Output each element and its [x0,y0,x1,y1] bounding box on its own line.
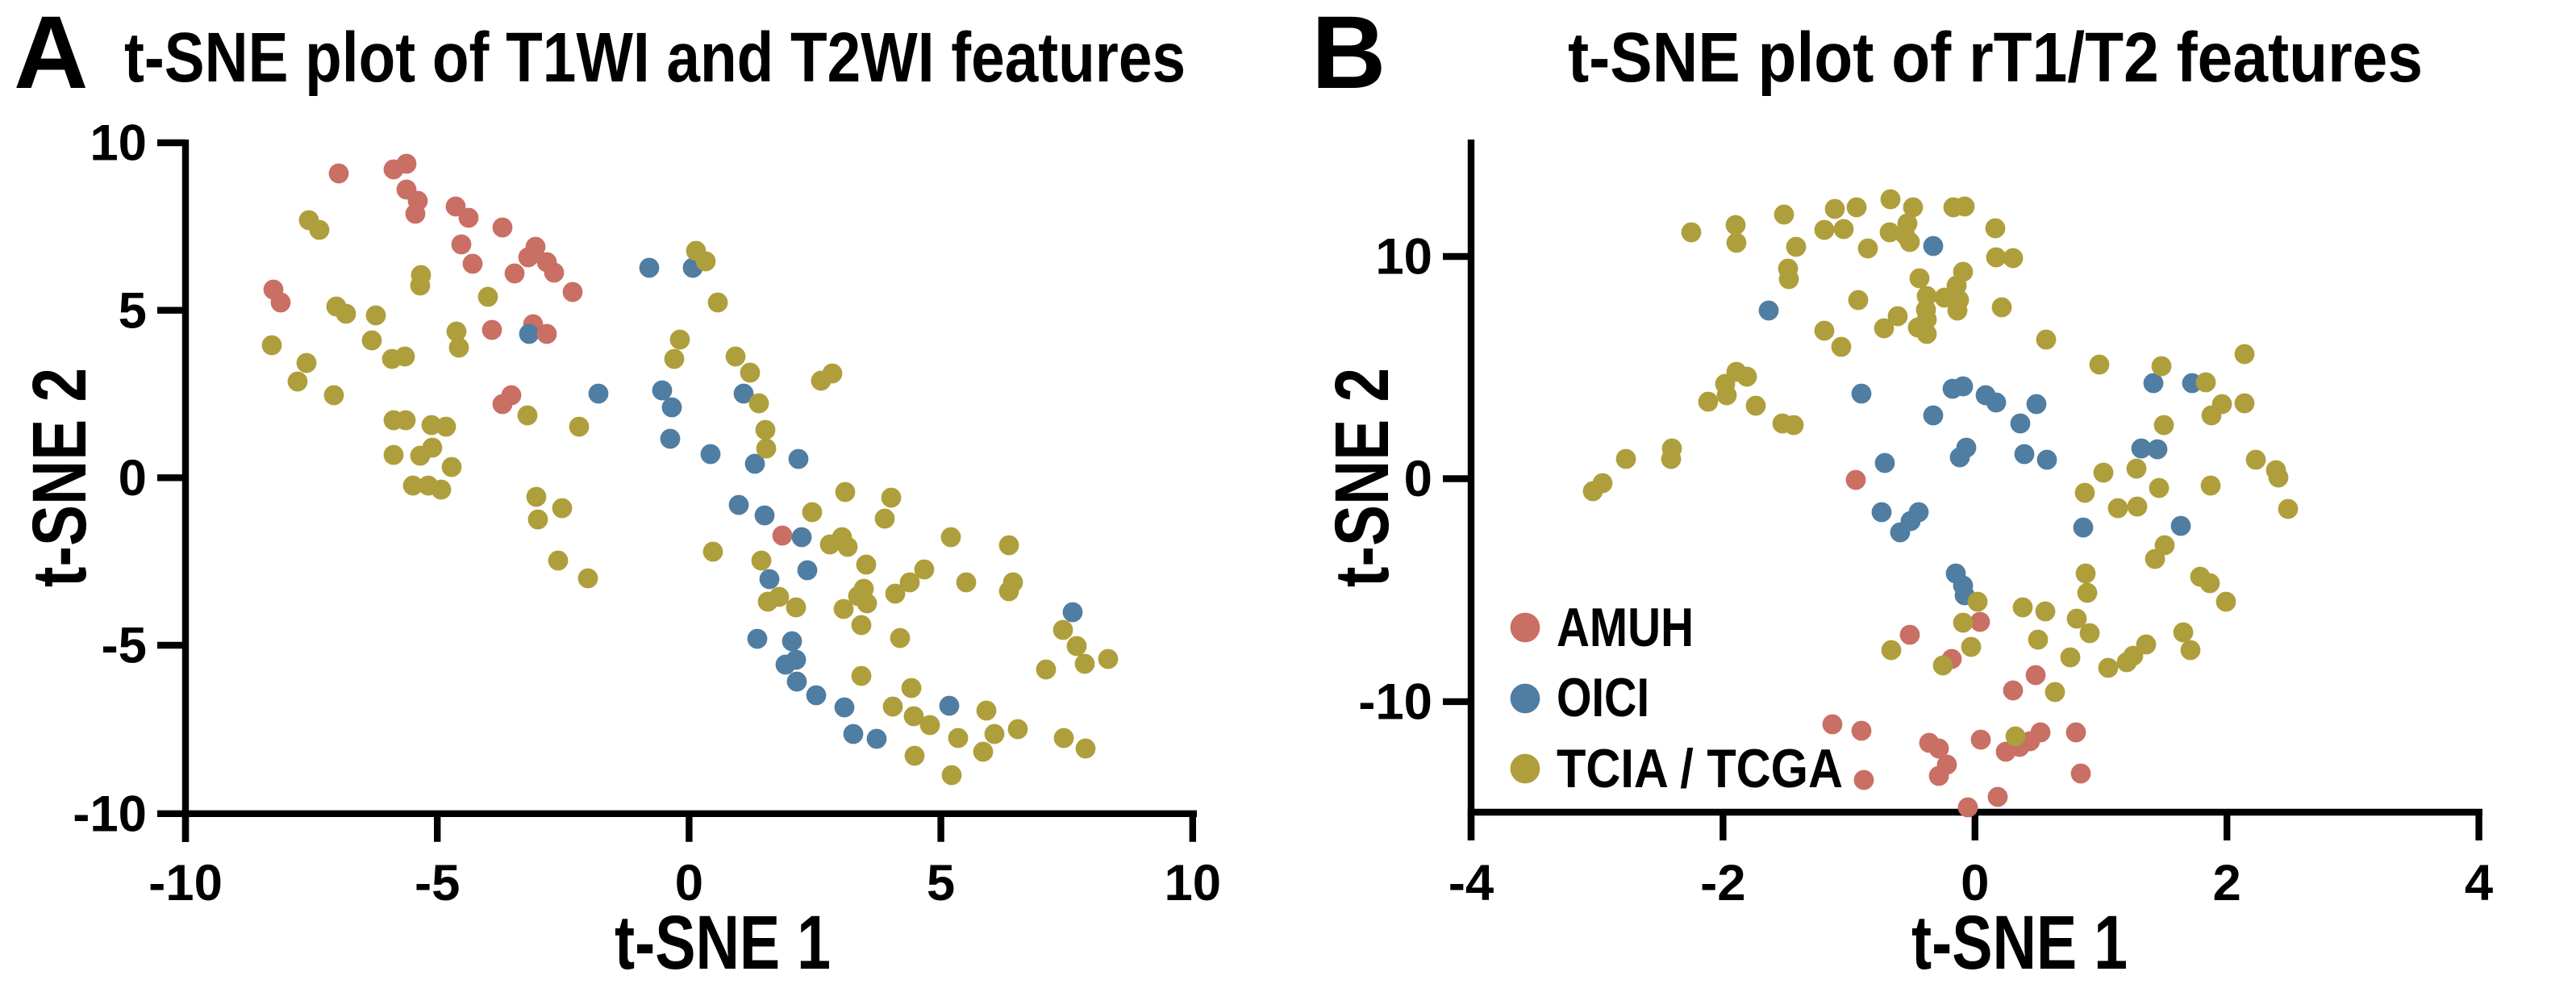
svg-text:t-SNE plot of rT1/T2 features: t-SNE plot of rT1/T2 features [1568,19,2423,97]
svg-text:-10: -10 [73,786,147,842]
svg-text:4: 4 [2465,855,2493,911]
svg-text:2: 2 [2213,855,2241,911]
svg-text:OICI: OICI [1557,667,1649,728]
svg-text:t-SNE 1: t-SNE 1 [615,900,831,980]
svg-text:t-SNE 2: t-SNE 2 [17,368,102,587]
svg-text:0: 0 [675,855,703,911]
svg-text:10: 10 [90,115,147,172]
svg-text:10: 10 [1375,229,1432,286]
svg-text:-2: -2 [1700,855,1745,911]
svg-text:0: 0 [119,450,147,507]
svg-text:-5: -5 [415,855,460,911]
svg-text:A: A [14,0,88,110]
svg-text:TCIA / TCGA: TCIA / TCGA [1557,738,1843,799]
svg-text:-10: -10 [148,855,223,911]
svg-text:t-SNE 1: t-SNE 1 [1911,900,2128,980]
svg-text:AMUH: AMUH [1557,597,1694,658]
svg-text:5: 5 [119,282,147,339]
svg-text:-4: -4 [1448,855,1494,911]
svg-text:t-SNE plot of T1WI and T2WI fe: t-SNE plot of T1WI and T2WI features [124,19,1186,97]
svg-text:t-SNE 2: t-SNE 2 [1319,368,1405,587]
svg-text:-5: -5 [102,618,147,674]
svg-text:B: B [1311,0,1386,110]
svg-text:-10: -10 [1358,674,1432,731]
svg-text:0: 0 [1961,855,1989,911]
svg-text:10: 10 [1164,855,1221,911]
svg-text:5: 5 [927,855,955,911]
svg-text:0: 0 [1404,451,1432,507]
